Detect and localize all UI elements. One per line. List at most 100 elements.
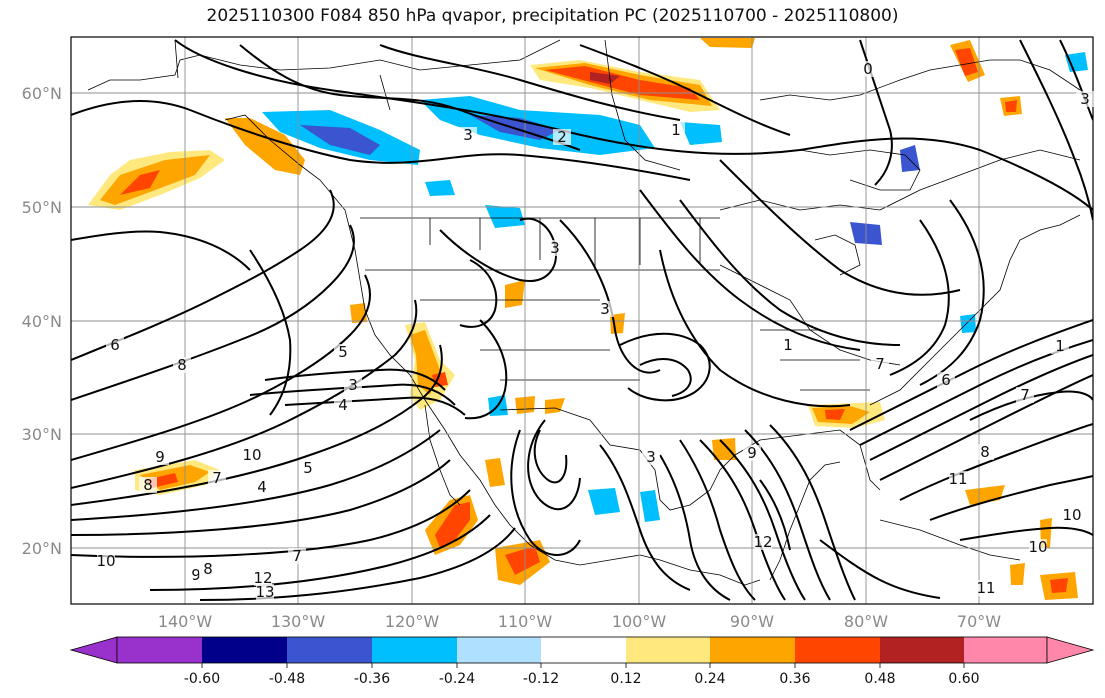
contour-label-bg <box>977 580 995 596</box>
contour-label: 8 <box>980 443 990 461</box>
lon-label-90: 90°W <box>730 612 774 631</box>
contour-label-bg <box>1051 338 1069 354</box>
contour-label-bg <box>667 122 685 138</box>
lat-label-30: 30°N <box>22 425 62 444</box>
contour-label: 3 <box>550 239 560 257</box>
contour-label: 7 <box>875 355 885 373</box>
contour-label: 10 <box>1062 506 1081 524</box>
lat-label-20: 20°N <box>22 539 62 558</box>
contour-label: 3 <box>646 448 656 466</box>
contour-label: 0 <box>863 60 873 78</box>
contour-label: 3 <box>600 300 610 318</box>
contour-label: 6 <box>941 371 951 389</box>
contour-label-bg <box>1029 539 1047 555</box>
contour-label-bg <box>139 477 157 493</box>
colorbar-tick-label: 0.12 <box>610 671 641 687</box>
colorbar-extend-low <box>69 636 118 664</box>
contour-label: 5 <box>338 343 348 361</box>
contour-label: 8 <box>203 560 213 578</box>
contour-label-bg <box>253 479 271 495</box>
contour-label-bg <box>1076 91 1094 107</box>
contour-label: 7 <box>1020 386 1030 404</box>
contour-label: 3 <box>1080 90 1090 108</box>
colorbar-segment <box>541 637 626 663</box>
lat-label-50: 50°N <box>22 198 62 217</box>
qvapor-contours <box>71 39 1093 601</box>
contour-label: 2 <box>557 128 567 146</box>
contour-label-bg <box>334 397 352 413</box>
contour-label-bg <box>596 301 614 317</box>
contour-label: 1 <box>783 336 793 354</box>
contour-label: 5 <box>303 459 313 477</box>
latitude-labels: 60°N 50°N 40°N 30°N 20°N <box>22 84 62 558</box>
contour-label-bg <box>871 356 889 372</box>
contour-label-bg <box>256 584 274 600</box>
contour-label: 3 <box>463 126 473 144</box>
contour-label-bg <box>299 460 317 476</box>
contour-label-bg <box>779 337 797 353</box>
contour-label-bg <box>553 129 571 145</box>
colorbar-extend-high <box>1046 636 1095 664</box>
contour-label: 6 <box>110 336 120 354</box>
contour-label-bg <box>243 447 261 463</box>
contour-label-bg <box>173 357 191 373</box>
map-title: 2025110300 F084 850 hPa qvapor, precipit… <box>206 6 899 26</box>
contour-label-bg <box>743 445 761 461</box>
contour-label-bg <box>1063 507 1081 523</box>
lat-label-40: 40°N <box>22 312 62 331</box>
colorbar-segment <box>202 637 287 663</box>
contour-label-bg <box>151 449 169 465</box>
colorbar-tick-label: -0.48 <box>269 671 305 687</box>
contour-label-bg <box>546 240 564 256</box>
contour-label-bg <box>344 377 362 393</box>
contour-label: 3 <box>348 376 358 394</box>
contour-label-bg <box>288 548 306 564</box>
colorbar-tick-label: -0.12 <box>523 671 559 687</box>
contour-label: 9 <box>155 448 165 466</box>
colorbar-tick-label: 0.48 <box>864 671 895 687</box>
contour-label: 1 <box>1055 337 1065 355</box>
contour-label-bg <box>199 561 217 577</box>
colorbar-segment <box>372 637 457 663</box>
colorbar-segment <box>117 637 202 663</box>
lon-label-120: 120°W <box>385 612 440 631</box>
colorbar-segment <box>457 637 541 663</box>
contour-label: 10 <box>242 446 261 464</box>
contour-label: 4 <box>257 478 267 496</box>
lon-label-80: 80°W <box>844 612 888 631</box>
lon-label-100: 100°W <box>612 612 667 631</box>
contour-label: 1 <box>671 121 681 139</box>
contour-label: 10 <box>1028 538 1047 556</box>
colorbar-tick-label: 0.36 <box>779 671 810 687</box>
contour-label-bg <box>1016 387 1034 403</box>
contour-label-bg <box>208 470 226 486</box>
colorbar-segment <box>626 637 710 663</box>
precip-positive-fills <box>88 38 1078 600</box>
colorbar-segment <box>287 637 372 663</box>
contour-label-bg <box>106 337 124 353</box>
colorbar-tick-label: 0.60 <box>948 671 979 687</box>
colorbar: -0.60 -0.48 -0.36 -0.24 -0.12 0.12 0.24 0.36 0.4… <box>69 636 1095 687</box>
lon-label-140: 140°W <box>158 612 213 631</box>
lon-label-130: 130°W <box>271 612 326 631</box>
contour-label: 4 <box>338 396 348 414</box>
colorbar-tick-label: -0.36 <box>354 671 390 687</box>
contour-label: 7 <box>292 547 302 565</box>
coastlines-borders <box>87 39 1081 586</box>
contour-label: 11 <box>948 470 967 488</box>
contour-label-bg <box>642 449 660 465</box>
contour-label: 12 <box>753 533 772 551</box>
contour-label: 12 <box>253 569 272 587</box>
contour-label-bg <box>949 471 967 487</box>
contour-label-bg <box>334 344 352 360</box>
contour-label-bg <box>976 444 994 460</box>
contour-label: 8 <box>143 476 153 494</box>
lat-label-60: 60°N <box>22 84 62 103</box>
contour-label: 7 <box>212 469 222 487</box>
colorbar-segment <box>964 637 1047 663</box>
contour-label-bg <box>937 372 955 388</box>
colorbar-segment <box>880 637 964 663</box>
contour-label: 13 <box>255 583 274 601</box>
lon-label-110: 110°W <box>498 612 553 631</box>
